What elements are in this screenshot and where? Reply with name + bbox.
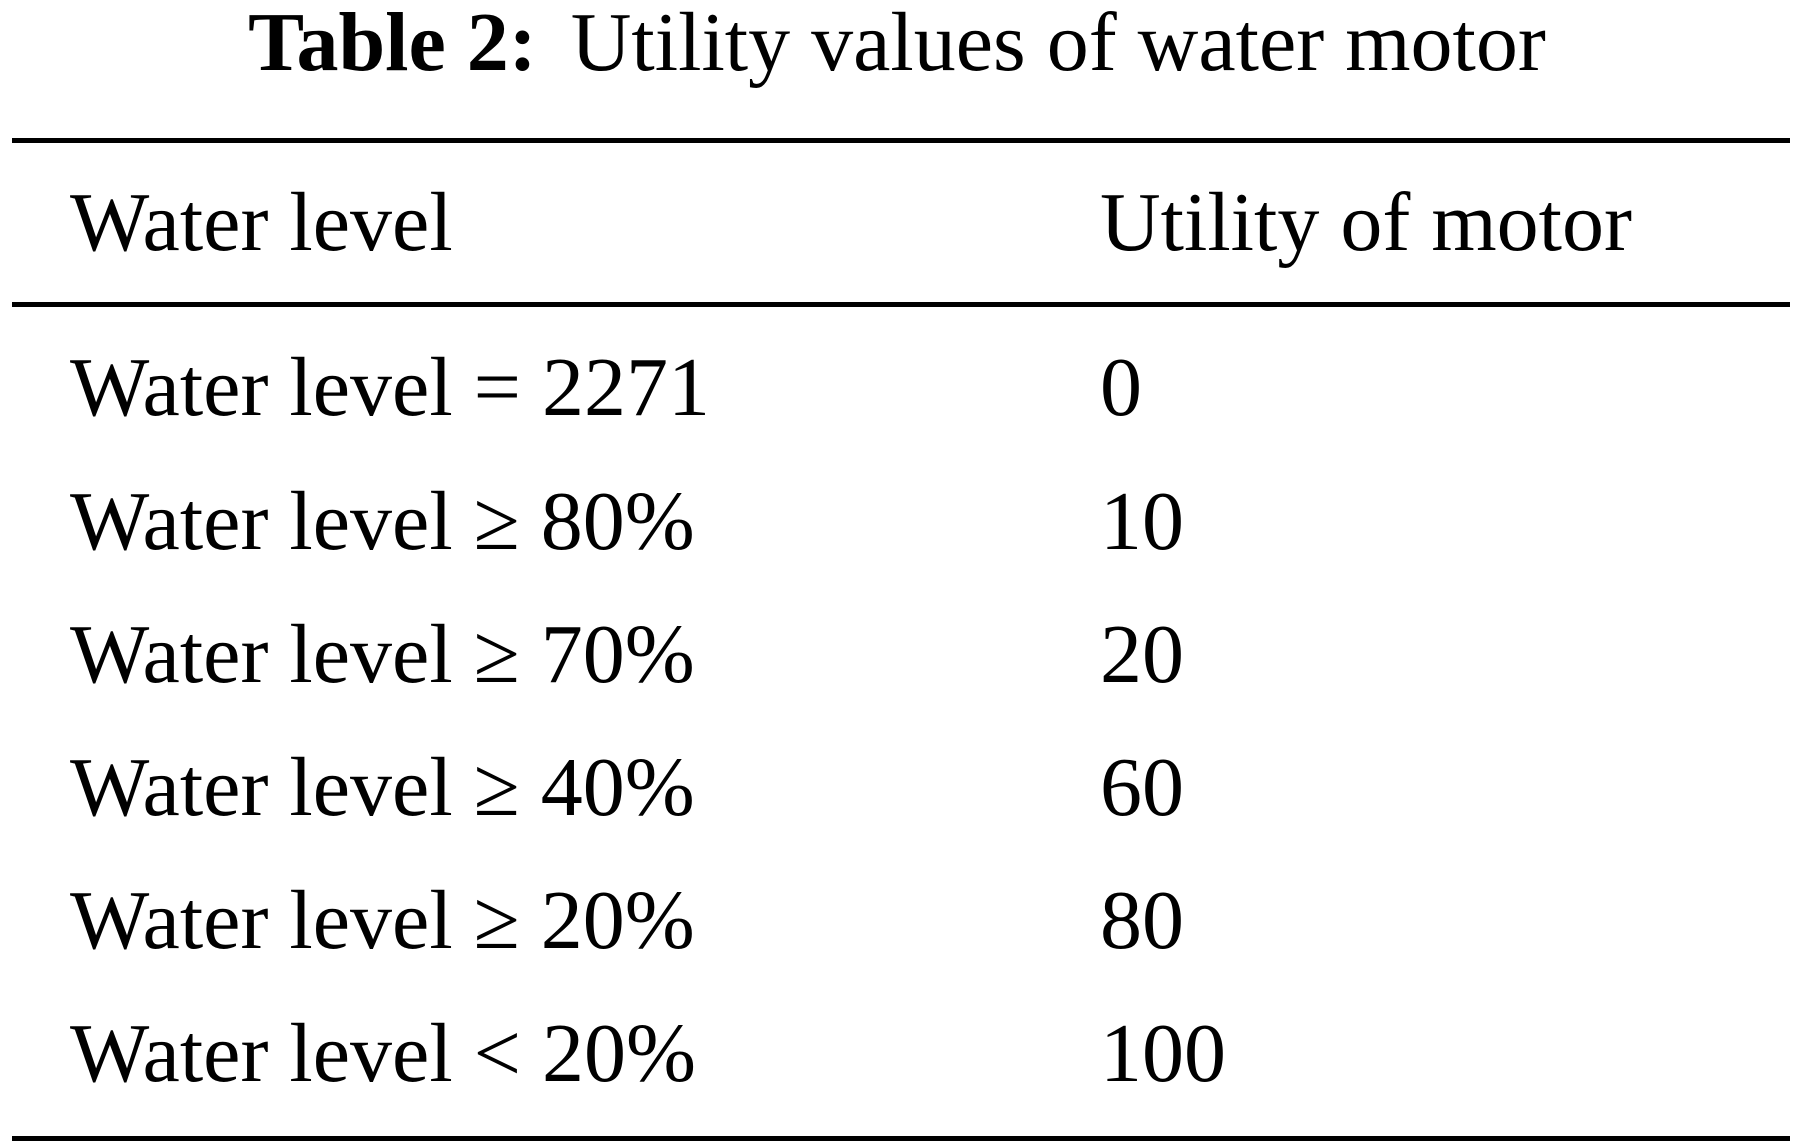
row-6-utility: 100 bbox=[1100, 1007, 1226, 1100]
table-top-rule bbox=[12, 138, 1790, 143]
table-caption: Table 2: Utility values of water motor bbox=[0, 0, 1794, 86]
row-4-water-level: Water level ≥ 40% bbox=[70, 741, 695, 834]
row-2-utility: 10 bbox=[1100, 475, 1184, 568]
row-3-utility: 20 bbox=[1100, 608, 1184, 701]
table-caption-text: Utility values of water motor bbox=[570, 0, 1546, 89]
row-3-water-level: Water level ≥ 70% bbox=[70, 608, 695, 701]
header-water-level: Water level bbox=[70, 176, 453, 269]
table-bottom-rule bbox=[12, 1136, 1790, 1141]
row-1-water-level: Water level = 2271 bbox=[70, 341, 711, 434]
header-utility-of-motor: Utility of motor bbox=[1100, 176, 1632, 269]
row-2-water-level: Water level ≥ 80% bbox=[70, 475, 695, 568]
row-5-water-level: Water level ≥ 20% bbox=[70, 874, 695, 967]
row-5-utility: 80 bbox=[1100, 874, 1184, 967]
table-caption-label: Table 2: bbox=[248, 0, 537, 89]
row-4-utility: 60 bbox=[1100, 741, 1184, 834]
table-header-rule bbox=[12, 302, 1790, 307]
row-6-water-level: Water level < 20% bbox=[70, 1007, 697, 1100]
row-1-utility: 0 bbox=[1100, 341, 1142, 434]
